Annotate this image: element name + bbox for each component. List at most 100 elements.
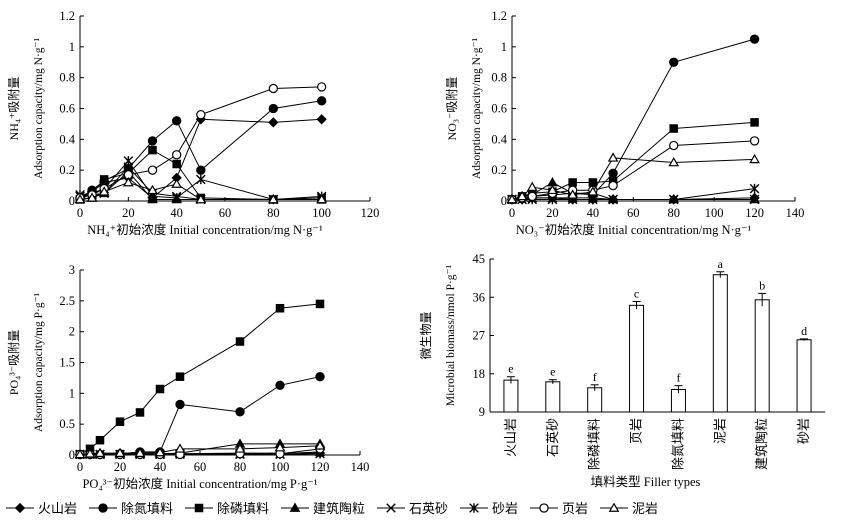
- series-泥岩: [74, 440, 326, 459]
- data-point-shape: [314, 440, 326, 450]
- data-point-shape: [235, 407, 245, 417]
- data-point-shape: [749, 194, 760, 205]
- series-line: [511, 38, 755, 200]
- data-point-shape: [147, 184, 158, 195]
- legend-label: 页岩: [562, 501, 588, 516]
- data-point: [95, 435, 105, 445]
- data-point-shape: [749, 136, 760, 146]
- legend-marker: [14, 502, 26, 514]
- data-point-shape: [86, 192, 98, 202]
- y-tick-label: 0.2: [59, 163, 75, 177]
- legend-item: 页岩: [530, 501, 588, 516]
- legend-marker-shape: [194, 503, 204, 513]
- data-point-shape: [175, 399, 185, 410]
- data-point-shape: [587, 186, 599, 196]
- legend-marker-shape: [98, 503, 108, 513]
- series-line: [79, 445, 321, 455]
- data-point: [275, 303, 285, 313]
- data-point: [171, 116, 182, 126]
- x-tick-label: 除氮填料: [670, 418, 685, 470]
- data-point-shape: [148, 145, 157, 155]
- series-除磷填料: [75, 299, 325, 459]
- data-point: [749, 34, 760, 44]
- data-point-shape: [588, 178, 598, 187]
- x-tick-label: 120: [361, 206, 380, 220]
- series-除氮填料: [507, 34, 760, 205]
- data-point-shape: [134, 447, 146, 457]
- data-point: [669, 57, 679, 67]
- legend-label: 泥岩: [632, 501, 658, 516]
- data-point: [98, 186, 110, 196]
- data-point: [316, 114, 327, 125]
- data-point: [547, 184, 558, 195]
- data-point-shape: [171, 116, 182, 126]
- y-tick-label: 3: [69, 263, 75, 277]
- legend-item: 除磷填料: [185, 501, 269, 516]
- data-point-shape: [196, 109, 206, 120]
- data-point: [174, 443, 186, 453]
- legend-label: 石英砂: [409, 501, 448, 516]
- data-point: [315, 371, 325, 382]
- data-point: [547, 176, 558, 187]
- x-tick-label: 100: [271, 460, 290, 474]
- x-tick-label: 0: [77, 206, 83, 220]
- x-tick-label: 建筑陶粒: [754, 418, 769, 470]
- data-point: [526, 181, 538, 191]
- data-point-shape: [316, 193, 328, 204]
- significance-label: d: [801, 324, 807, 338]
- data-point-shape: [74, 193, 86, 204]
- data-point: [607, 152, 619, 162]
- data-point-shape: [154, 447, 166, 457]
- data-point-shape: [171, 178, 183, 188]
- series-line: [80, 448, 321, 455]
- legend-marker-shape: [14, 502, 26, 514]
- series-line: [79, 303, 321, 455]
- legend-marker: [608, 502, 620, 512]
- data-point: [749, 153, 760, 164]
- significance-label: a: [718, 257, 724, 271]
- significance-label: f: [676, 371, 680, 385]
- chart-panel-2: 0 0.2 0.4 0.6 0.8 1 1.2 NO₃⁻吸附量 Adsorption capac…: [445, 9, 804, 237]
- data-point-shape: [74, 448, 86, 459]
- bar: [796, 339, 812, 413]
- x-tick-label: 20: [546, 206, 559, 220]
- data-point: [74, 193, 86, 204]
- x-tick-label: 120: [311, 460, 330, 474]
- data-point: [99, 175, 109, 184]
- data-point: [588, 194, 598, 205]
- y-tick-label: 9: [479, 405, 485, 419]
- y-tick-label: 45: [473, 252, 486, 266]
- legend-label: 火山岩: [38, 501, 77, 516]
- data-point-shape: [274, 442, 286, 452]
- x-tick-label: 100: [705, 206, 724, 220]
- data-point: [516, 190, 528, 201]
- data-point-shape: [234, 443, 246, 453]
- significance-label: e: [508, 362, 513, 376]
- significance-label: e: [550, 365, 555, 379]
- legend-item: 火山岩: [6, 501, 77, 516]
- data-point: [84, 448, 96, 458]
- legend-marker-shape: [289, 502, 301, 512]
- data-point-shape: [668, 194, 679, 205]
- data-point-shape: [316, 114, 327, 125]
- data-point-shape: [147, 136, 158, 146]
- data-point: [147, 136, 158, 146]
- data-point: [527, 191, 537, 202]
- y-tick-label: 1.5: [59, 356, 75, 370]
- x-tick-label: 100: [312, 206, 331, 220]
- data-point: [749, 183, 760, 194]
- data-point: [86, 192, 98, 202]
- data-point: [115, 417, 125, 426]
- data-point-shape: [84, 448, 96, 458]
- data-point: [315, 299, 325, 309]
- data-point: [171, 150, 182, 160]
- y-axis-label-cn: PO₄³⁻吸附量: [7, 330, 21, 395]
- data-point: [608, 168, 618, 178]
- data-point-shape: [235, 337, 245, 346]
- data-point-shape: [123, 156, 134, 166]
- data-point-shape: [316, 96, 327, 106]
- data-point-shape: [135, 408, 145, 417]
- legend-item: 石英砂: [377, 501, 448, 516]
- series-line: [80, 376, 321, 455]
- y-axis-label-cn: NO₃⁻吸附量: [445, 77, 459, 141]
